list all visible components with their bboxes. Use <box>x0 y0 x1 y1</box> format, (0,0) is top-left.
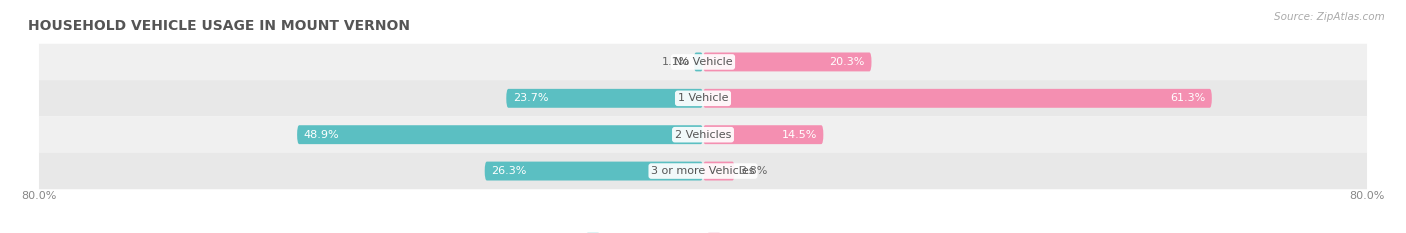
Text: 3 or more Vehicles: 3 or more Vehicles <box>651 166 755 176</box>
Text: Source: ZipAtlas.com: Source: ZipAtlas.com <box>1274 12 1385 22</box>
FancyBboxPatch shape <box>703 89 1212 108</box>
Text: 61.3%: 61.3% <box>1170 93 1205 103</box>
FancyBboxPatch shape <box>695 52 703 71</box>
FancyBboxPatch shape <box>703 125 824 144</box>
Text: 3.8%: 3.8% <box>738 166 768 176</box>
Text: 14.5%: 14.5% <box>782 130 817 140</box>
Text: 1 Vehicle: 1 Vehicle <box>678 93 728 103</box>
FancyBboxPatch shape <box>703 162 734 181</box>
FancyBboxPatch shape <box>39 44 1367 80</box>
FancyBboxPatch shape <box>506 89 703 108</box>
Text: 20.3%: 20.3% <box>830 57 865 67</box>
Text: HOUSEHOLD VEHICLE USAGE IN MOUNT VERNON: HOUSEHOLD VEHICLE USAGE IN MOUNT VERNON <box>28 19 409 33</box>
FancyBboxPatch shape <box>39 116 1367 153</box>
Text: 80.0%: 80.0% <box>1350 191 1385 201</box>
Legend: Owner-occupied, Renter-occupied: Owner-occupied, Renter-occupied <box>582 229 824 233</box>
Text: 23.7%: 23.7% <box>513 93 548 103</box>
FancyBboxPatch shape <box>39 153 1367 189</box>
Text: 2 Vehicles: 2 Vehicles <box>675 130 731 140</box>
Text: 1.1%: 1.1% <box>661 57 690 67</box>
FancyBboxPatch shape <box>297 125 703 144</box>
Text: 26.3%: 26.3% <box>491 166 527 176</box>
Text: 48.9%: 48.9% <box>304 130 339 140</box>
FancyBboxPatch shape <box>39 80 1367 116</box>
FancyBboxPatch shape <box>485 162 703 181</box>
Text: No Vehicle: No Vehicle <box>673 57 733 67</box>
FancyBboxPatch shape <box>703 52 872 71</box>
Text: 80.0%: 80.0% <box>21 191 56 201</box>
